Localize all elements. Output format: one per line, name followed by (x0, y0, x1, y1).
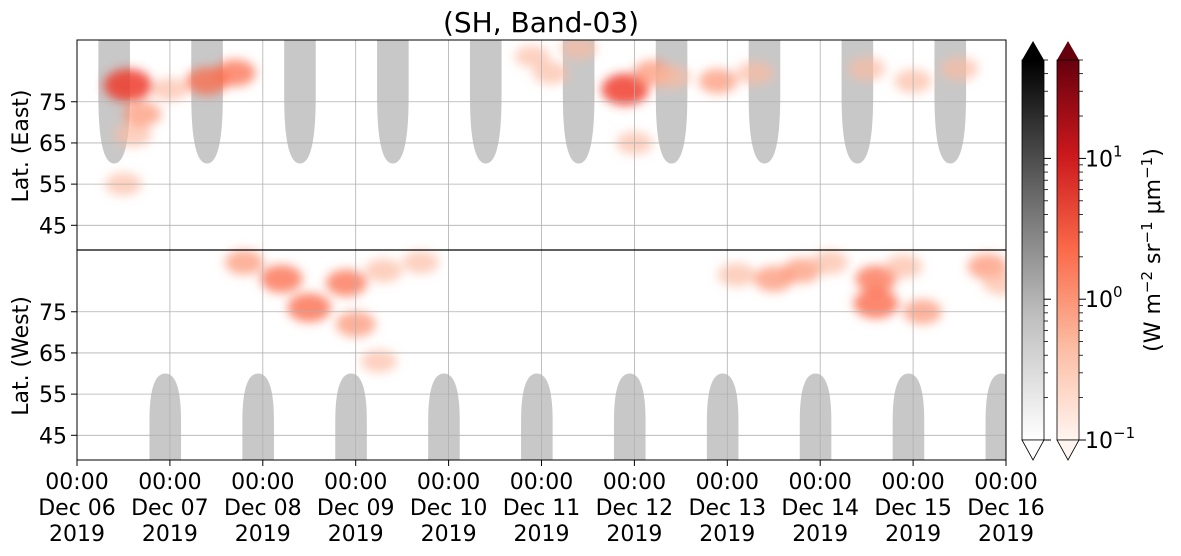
gray-region-west (706, 373, 739, 460)
x-tick-label: 00:00 (324, 470, 387, 495)
emission-patch (214, 59, 256, 87)
emission-patch (560, 40, 597, 60)
y-tick-label: 45 (39, 424, 67, 449)
colorbar-gray (1021, 41, 1045, 461)
gray-region-west (613, 373, 646, 460)
y-tick-label: 65 (39, 342, 67, 367)
x-tick-label: Dec 07 (131, 496, 209, 521)
gray-region-west (985, 373, 1006, 460)
y-tick-label: 75 (39, 91, 67, 116)
x-tick-label: 2019 (235, 522, 291, 547)
y-tick-label: 65 (39, 132, 67, 157)
gray-region-west (335, 373, 367, 460)
emission-patch (514, 45, 550, 68)
x-tick-label: 2019 (514, 522, 570, 547)
emission-patch (601, 73, 649, 106)
emission-layer (103, 40, 1006, 373)
emission-patch (402, 250, 439, 274)
y-tick-label: 55 (39, 173, 67, 198)
gray-region-west (799, 373, 832, 460)
x-tick-label: 2019 (142, 522, 198, 547)
x-tick-label: 00:00 (603, 470, 666, 495)
x-tick-label: Dec 14 (781, 496, 859, 521)
x-tick-label: 00:00 (510, 470, 573, 495)
gray-region-west (892, 373, 925, 460)
x-tick-label: Dec 09 (317, 496, 395, 521)
ylabel-east: Lat. (East) (9, 90, 34, 203)
colorbar-gray-body (1021, 59, 1045, 441)
emission-patch (940, 56, 979, 81)
colorbar-gray-extend-top (1022, 41, 1044, 60)
colorbar-tick-label: 10−1 (1085, 424, 1135, 454)
emission-patch (532, 61, 569, 85)
x-tick-label: Dec 15 (874, 496, 952, 521)
colorbar-reds-body (1056, 59, 1080, 441)
x-tick-label: 2019 (606, 522, 662, 547)
emission-patch (736, 60, 774, 85)
x-tick-label: Dec 12 (596, 496, 674, 521)
emission-patch (885, 254, 923, 279)
x-tick-label: 00:00 (417, 470, 480, 495)
emission-patch (364, 258, 403, 283)
x-tick-label: 2019 (978, 522, 1034, 547)
gray-region-west (521, 373, 553, 460)
x-tick-label: 2019 (49, 522, 105, 547)
emission-patch (698, 68, 738, 94)
colorbar-gray-extend-bottom (1021, 439, 1045, 461)
x-tick-label: Dec 06 (38, 496, 116, 521)
colorbar-tick-label: 100 (1085, 283, 1123, 313)
emission-patch (103, 68, 153, 102)
y-tick-label: 45 (39, 214, 67, 239)
gray-region-west (149, 373, 182, 460)
emission-patch (224, 249, 264, 275)
colorbar-tick-label: 101 (1085, 142, 1123, 172)
x-tick-label: 00:00 (696, 470, 759, 495)
emission-patch (325, 269, 368, 297)
ylabel-west: Lat. (West) (9, 296, 34, 416)
x-tick-label: 00:00 (231, 470, 294, 495)
chart-title: (SH, Band-03) (443, 6, 639, 39)
x-tick-label: Dec 10 (410, 496, 488, 521)
x-tick-label: 00:00 (788, 470, 851, 495)
emission-patch (360, 349, 398, 373)
emission-patch (260, 264, 303, 293)
colorbar-reds: 101 100 10−1 (1044, 41, 1135, 461)
colorbar-reds-extend-bottom (1056, 439, 1080, 461)
gray-region-west (428, 373, 460, 460)
colorbar-reds-extend-top (1057, 41, 1079, 60)
colorbar-ticks: 101 100 10−1 (1044, 59, 1135, 454)
emission-patch (717, 262, 756, 287)
x-tick-label: 00:00 (138, 470, 201, 495)
y-tick-label: 55 (39, 383, 67, 408)
emission-patch (982, 270, 1006, 295)
x-tick-label: 2019 (328, 522, 384, 547)
x-tick-label: 2019 (885, 522, 941, 547)
gray-region-west (242, 373, 274, 460)
y-axis-ticks: 45 55 65 75 75 65 55 45 (39, 91, 77, 449)
x-tick-label: Dec 11 (503, 496, 581, 521)
x-tick-label: 2019 (421, 522, 477, 547)
x-tick-label: 00:00 (45, 470, 108, 495)
emission-patch (855, 265, 897, 293)
emission-patch (810, 250, 849, 275)
emission-patch (113, 122, 152, 147)
plot-area (77, 40, 1006, 460)
x-tick-label: 2019 (699, 522, 755, 547)
x-tick-label: Dec 13 (689, 496, 767, 521)
x-tick-label: 00:00 (881, 470, 944, 495)
x-tick-label: Dec 16 (967, 496, 1045, 521)
x-tick-label: 00:00 (974, 470, 1037, 495)
emission-patch (652, 65, 691, 90)
emission-patch (847, 56, 886, 81)
emission-patch (287, 293, 332, 323)
emission-patch (853, 288, 899, 319)
x-tick-label: 2019 (792, 522, 848, 547)
colorbar-label: (W m−2 sr−1 μm−1) (1138, 148, 1166, 352)
x-tick-label: Dec 08 (224, 496, 302, 521)
emission-patch (122, 101, 162, 127)
y-tick-label: 75 (39, 301, 67, 326)
